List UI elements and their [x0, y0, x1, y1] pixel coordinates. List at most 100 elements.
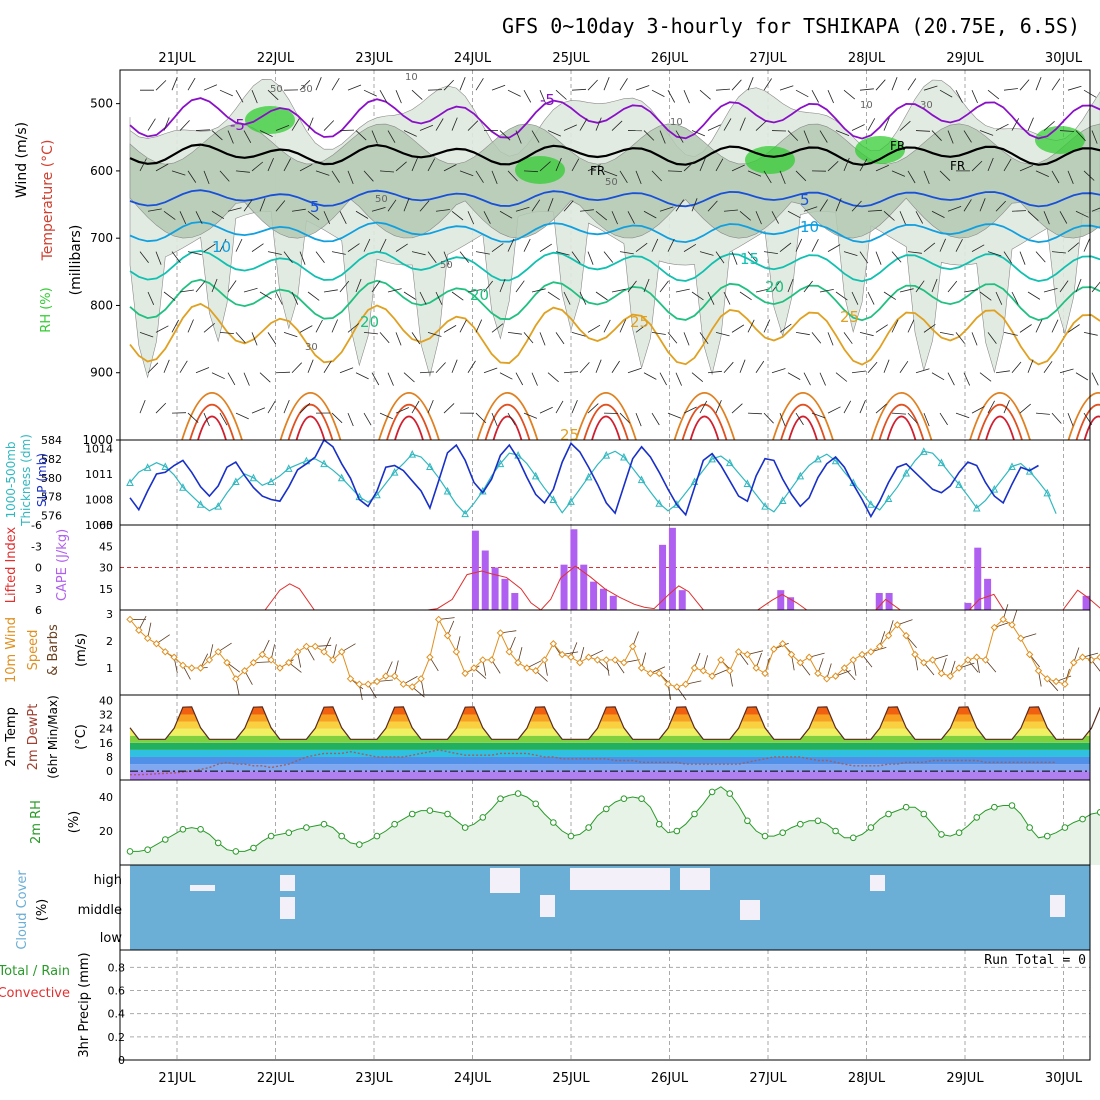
wind-barb	[403, 372, 415, 383]
thickness-point	[937, 458, 946, 467]
rh2m-area	[130, 786, 1100, 865]
wind-barb	[163, 117, 170, 131]
wind-barb	[147, 118, 156, 131]
wind-barb	[467, 289, 482, 293]
wind-barb	[563, 371, 579, 374]
wind-barb	[467, 120, 479, 131]
wind-barb	[747, 77, 754, 91]
wind-barb	[803, 130, 810, 144]
wind-barb	[419, 371, 435, 374]
wind-barb	[475, 319, 483, 333]
wind-barb	[547, 130, 561, 137]
wind-barb	[427, 399, 434, 414]
wind-barb	[379, 170, 395, 173]
wind10-barb	[473, 667, 487, 679]
wind-barb	[1019, 79, 1030, 91]
wind10-point	[373, 677, 381, 686]
wind-barb	[379, 332, 390, 344]
wind-barb	[763, 78, 772, 91]
wind-barb	[875, 164, 889, 172]
wind-barb	[515, 280, 525, 293]
wind-barb	[995, 291, 1003, 305]
wind-barb	[1075, 210, 1089, 218]
cloud-level-label: low	[100, 931, 123, 946]
temp-band	[130, 735, 1090, 743]
temp-band	[130, 771, 1090, 780]
wind-barb	[203, 243, 216, 252]
wind10-point	[823, 675, 831, 683]
cloud-block	[190, 885, 215, 891]
wind-barb	[363, 412, 372, 426]
wind10-point	[532, 667, 540, 675]
wind-barb	[219, 238, 227, 252]
wind-barb	[915, 280, 925, 293]
wind-barb	[307, 359, 314, 373]
wind-barb	[755, 360, 765, 373]
thickness-point	[337, 473, 346, 482]
isotherm-label: FR	[590, 164, 605, 178]
wind-barb	[555, 89, 567, 100]
wind-barb	[859, 158, 868, 172]
wind-barb	[379, 89, 388, 103]
wind-barb	[323, 120, 335, 131]
wind-barb	[387, 288, 402, 293]
rh2m-point	[391, 820, 398, 828]
rh2m-tick-label: 20	[99, 825, 113, 838]
wind-barb	[427, 251, 437, 264]
wind10-point	[1061, 680, 1069, 688]
wind-barb	[139, 399, 146, 414]
wind-barb	[387, 130, 396, 143]
wind10-axis-label-2: Speed	[26, 630, 41, 671]
wind-barb	[587, 324, 601, 333]
wind10-point	[390, 672, 399, 680]
wind-barb	[259, 291, 273, 300]
wind-barb	[971, 406, 985, 414]
cape-bar	[501, 578, 509, 610]
wind-barb	[155, 325, 169, 333]
wind-barb	[395, 161, 407, 172]
wind-barb	[643, 210, 657, 219]
wind-barb	[811, 412, 826, 419]
wind-barb	[995, 200, 1006, 212]
wind-barb	[1027, 359, 1034, 373]
cloud-level-label: high	[94, 873, 122, 888]
cloud-block	[680, 868, 710, 890]
wind10-point	[135, 626, 143, 634]
wind-barb	[259, 130, 273, 137]
wind-barb	[435, 291, 443, 305]
wind-barb	[923, 170, 930, 185]
day-labels: 21JUL 21JUL 22JUL 22JUL 23JUL 23JUL 24JUL 24JUL…	[158, 51, 1082, 1086]
cape-bar	[590, 581, 598, 610]
wind10-point	[911, 650, 919, 659]
wind-barb	[827, 90, 834, 104]
cape-bar	[678, 590, 686, 610]
wind-barb	[731, 79, 742, 91]
isotherm-warm-loop	[181, 392, 243, 441]
wind-barb	[987, 89, 1000, 100]
wind10-point	[620, 658, 628, 667]
pressure-axis-label: (millibars)	[68, 225, 84, 296]
wind10-point	[637, 664, 646, 672]
slp-tick-label: 1008	[85, 494, 113, 507]
wind-barb	[267, 157, 274, 172]
wind-barb	[443, 403, 455, 414]
wind-barb	[275, 291, 283, 305]
wind-barb	[323, 289, 338, 293]
temp2m-tick-label: 8	[106, 751, 113, 764]
wind10-point	[955, 664, 963, 672]
wind-barb	[219, 89, 233, 97]
wind-barb	[411, 400, 420, 414]
wind-barb	[971, 160, 983, 172]
wind-barb	[771, 211, 779, 224]
isotherm-warm-loop	[689, 415, 720, 441]
isotherm-warm-loop	[1075, 404, 1100, 441]
wind10-point	[514, 658, 522, 667]
wind-barb	[555, 332, 565, 345]
rh-label: 10	[405, 72, 418, 83]
wind-barb	[987, 332, 997, 344]
wind10-point	[805, 653, 813, 661]
wind10-point	[258, 650, 267, 659]
wind10-point	[567, 653, 575, 661]
temp2m-axis-label-3: (6hr Min/Max)	[46, 695, 60, 779]
wind-barb	[579, 209, 594, 212]
